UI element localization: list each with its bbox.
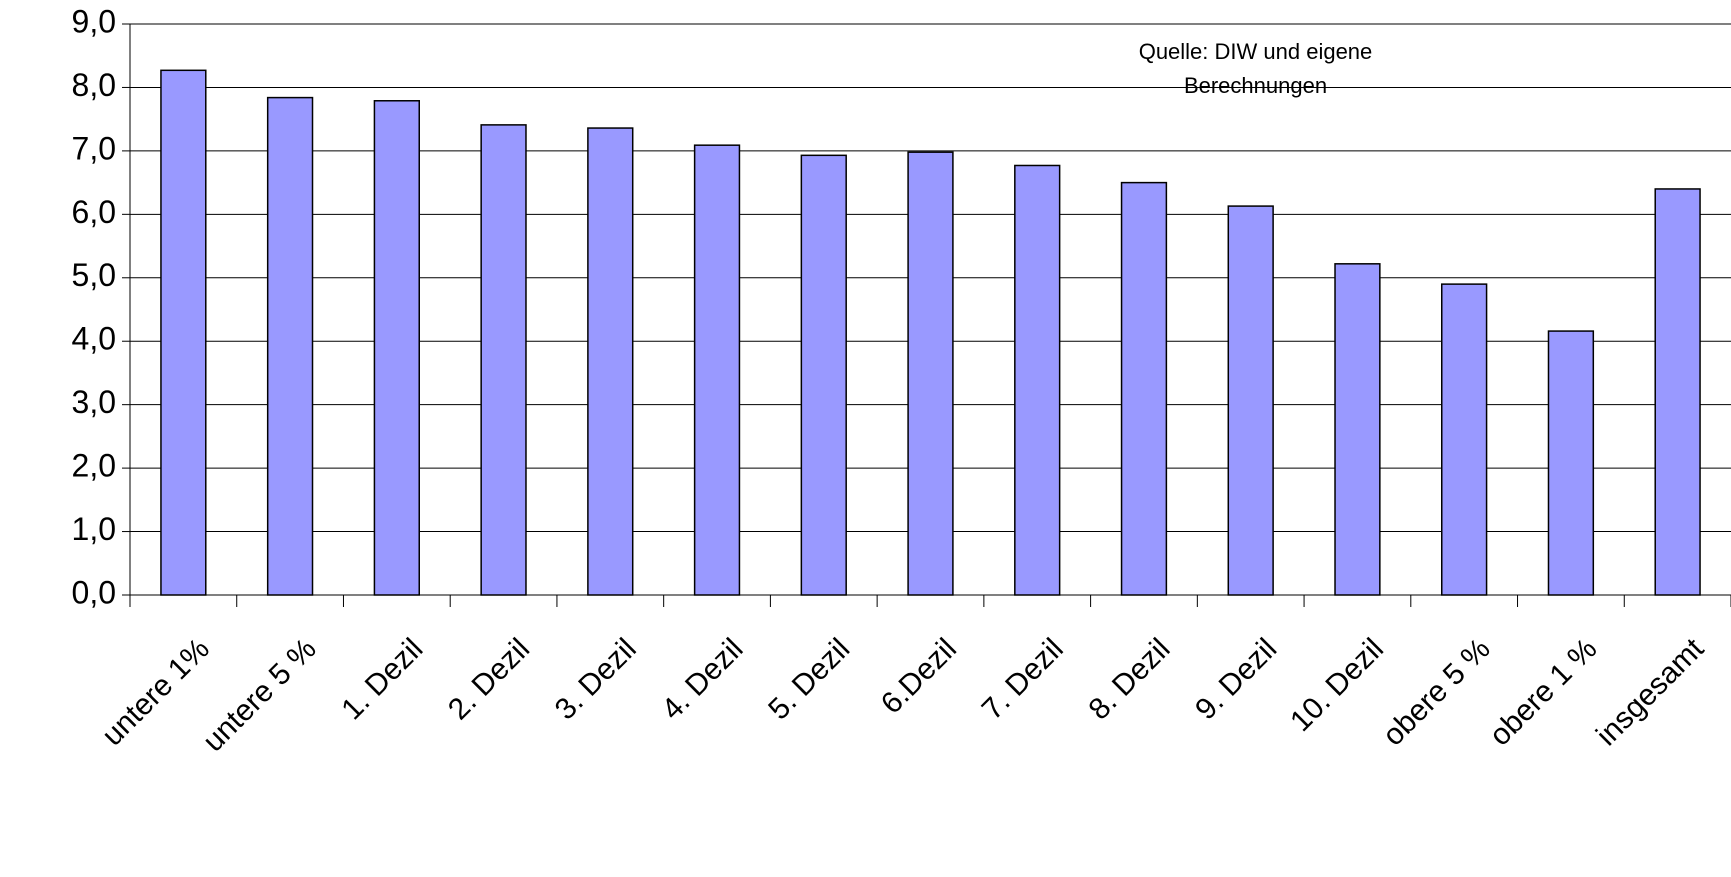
x-tick-label: 7. Dezil xyxy=(976,632,1070,726)
bar xyxy=(800,154,847,596)
bar xyxy=(1334,263,1381,596)
bar xyxy=(1120,181,1168,596)
bar xyxy=(1441,283,1488,596)
bar xyxy=(1547,330,1595,596)
y-tick-label: 3,0 xyxy=(72,384,116,420)
bar xyxy=(266,96,314,596)
x-tick-label: 4. Dezil xyxy=(656,632,750,726)
y-tick-label: 0,0 xyxy=(72,574,116,610)
x-tick-label: untere 5 % xyxy=(197,632,323,758)
y-tick-label: 4,0 xyxy=(72,321,116,357)
x-tick-label: 1. Dezil xyxy=(335,632,429,726)
y-tick-label: 6,0 xyxy=(72,194,116,230)
annotation: Berechnungen xyxy=(1184,73,1327,98)
x-tick-label: 3. Dezil xyxy=(549,632,643,726)
bar xyxy=(160,69,207,596)
x-tick-label: obere 5 % xyxy=(1377,632,1497,752)
x-tick-label: 9. Dezil xyxy=(1189,632,1283,726)
y-tick-label: 1,0 xyxy=(72,511,116,547)
y-tick-label: 9,0 xyxy=(72,3,116,39)
bar xyxy=(1014,164,1061,596)
bar xyxy=(480,124,527,596)
bar xyxy=(1227,205,1274,596)
x-tick-label: obere 1 % xyxy=(1483,632,1603,752)
x-tick-label: 5. Dezil xyxy=(762,632,856,726)
y-tick-label: 5,0 xyxy=(72,257,116,293)
x-tick-label: 10. Dezil xyxy=(1284,632,1390,738)
x-tick-label: 6.Dezil xyxy=(875,632,963,720)
bar xyxy=(373,100,420,596)
bar xyxy=(907,151,954,596)
x-tick-label: 8. Dezil xyxy=(1082,632,1176,726)
x-tick-label: insgesamt xyxy=(1590,632,1710,752)
annotation: Quelle: DIW und eigene xyxy=(1139,39,1373,64)
y-tick-label: 2,0 xyxy=(72,448,116,484)
bar xyxy=(1654,188,1701,596)
y-tick-label: 7,0 xyxy=(72,130,116,166)
bar xyxy=(693,144,741,596)
bar xyxy=(587,127,634,596)
y-tick-label: 8,0 xyxy=(72,67,116,103)
x-tick-label: 2. Dezil xyxy=(442,632,536,726)
